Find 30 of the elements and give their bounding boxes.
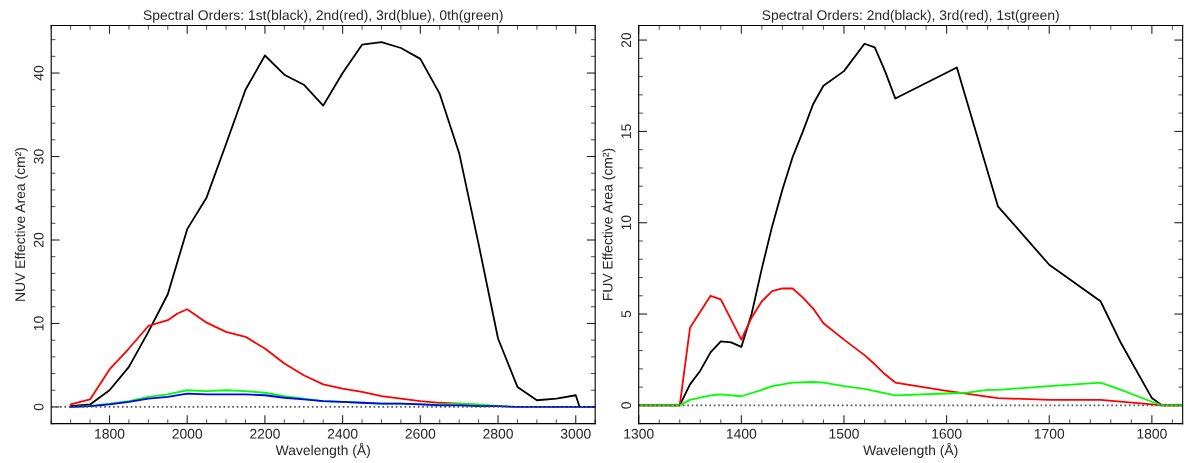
- line-series: [638, 381, 1183, 407]
- x-axis-title: Wavelength (Å): [275, 442, 370, 458]
- x-tick-label: 1800: [1137, 428, 1167, 439]
- chart-title: Spectral Orders: 1st(black), 2nd(red), 3rd(blue), 0th(green): [143, 9, 503, 23]
- x-axis-title: Wavelength (Å): [863, 442, 958, 458]
- x-tick-label: 2800: [483, 428, 513, 439]
- y-tick-label: 20: [621, 32, 632, 48]
- x-tick-label: 1400: [726, 428, 757, 439]
- y-tick-label: 40: [33, 65, 44, 81]
- y-tick-label: 30: [33, 149, 44, 164]
- x-tick-label: 2000: [172, 428, 203, 439]
- x-tick-label: 2200: [250, 428, 280, 439]
- x-tick-label: 3000: [560, 428, 591, 439]
- x-tick-label: 1500: [829, 428, 859, 439]
- y-axis-title: NUV Effective Area (cm²): [14, 147, 28, 301]
- y-tick-label: 20: [33, 232, 44, 248]
- y-tick-label: 10: [33, 316, 44, 331]
- x-tick-label: 2600: [405, 428, 436, 439]
- x-tick-label: 1600: [932, 428, 962, 439]
- y-tick-label: 10: [621, 215, 632, 230]
- y-tick-label: 5: [621, 310, 632, 318]
- x-tick-label: 1700: [1034, 428, 1065, 439]
- y-tick-label: 15: [621, 124, 632, 139]
- y-tick-label: 0: [33, 403, 44, 411]
- chart-title: Spectral Orders: 2nd(black), 3rd(red), 1st(green): [762, 9, 1059, 23]
- x-tick-label: 1800: [95, 428, 125, 439]
- x-tick-label: 2400: [327, 428, 358, 439]
- x-tick-label: 1300: [624, 428, 654, 439]
- y-tick-label: 0: [621, 402, 632, 409]
- y-axis-title: FUV Effective Area (cm²): [602, 148, 616, 301]
